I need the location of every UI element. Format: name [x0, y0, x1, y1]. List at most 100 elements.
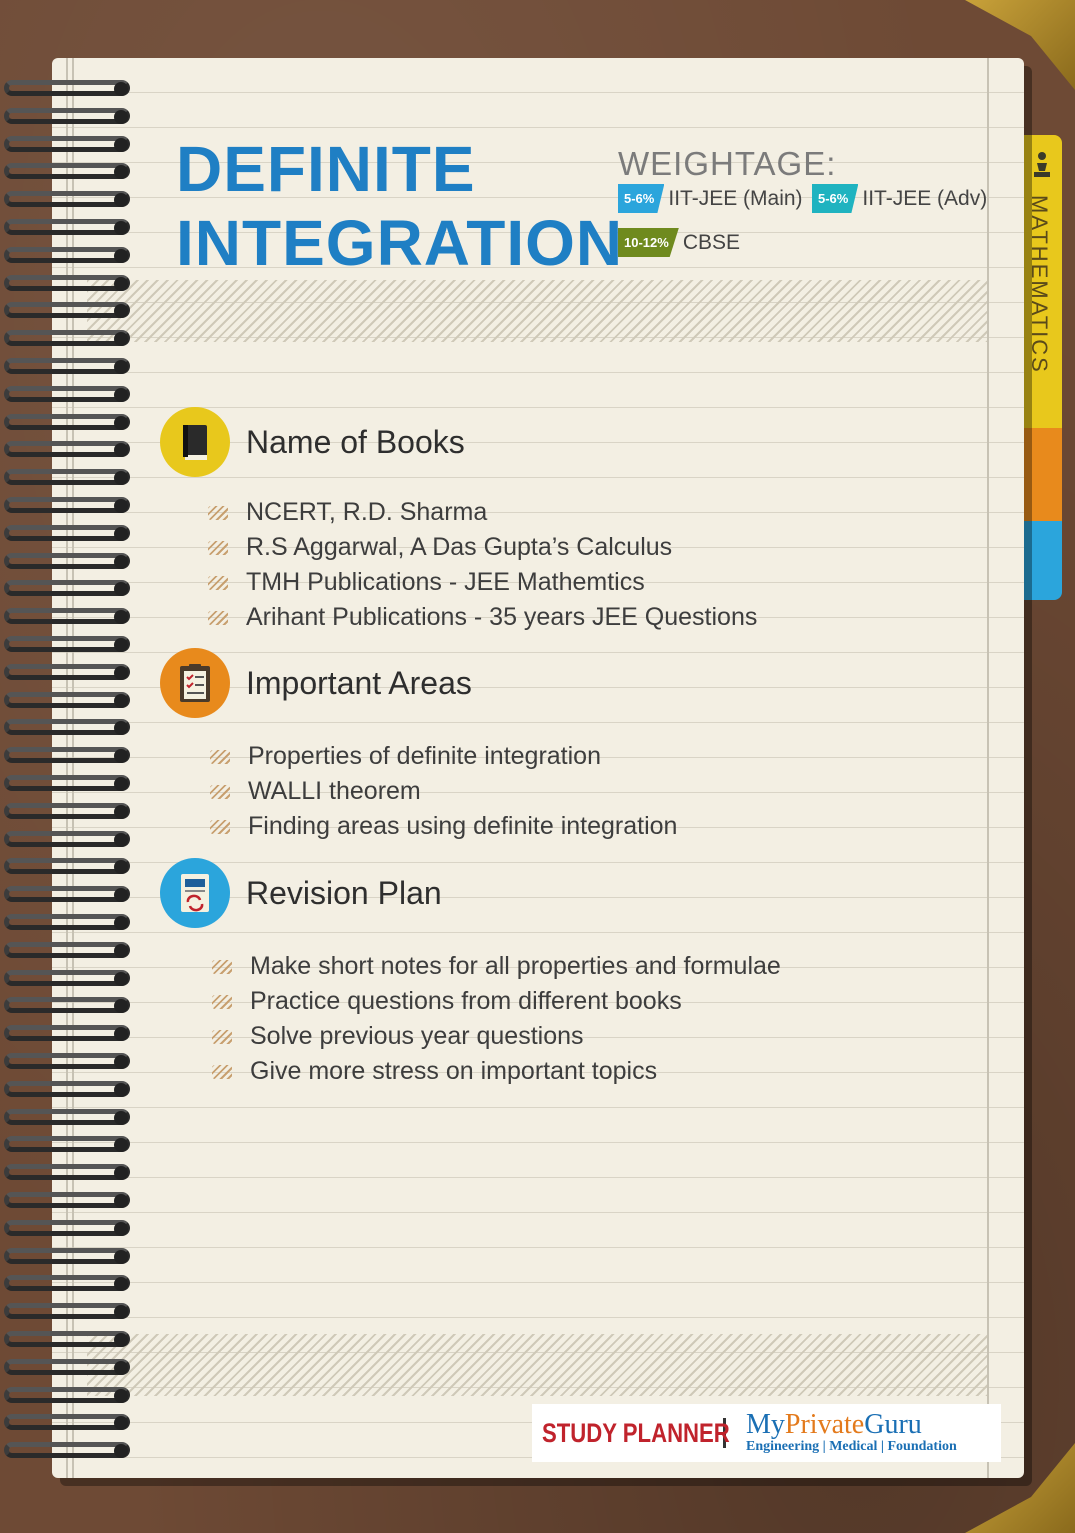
- spiral-ring: [4, 663, 132, 684]
- spiral-ring: [4, 274, 132, 295]
- areas-list: Properties of definite integration WALLI…: [210, 739, 677, 844]
- spiral-ring: [4, 302, 132, 322]
- margin-line: [987, 58, 989, 1478]
- spiral-ring: [4, 469, 132, 489]
- section-heading: Important Areas: [246, 664, 472, 701]
- bullet-icon: [212, 1029, 232, 1044]
- title-line-1: DEFINITE: [176, 133, 476, 205]
- spiral-ring: [4, 1275, 132, 1295]
- brand-logo[interactable]: MyPrivateGuru Engineering | Medical | Fo…: [746, 1411, 957, 1455]
- spiral-ring: [4, 886, 132, 906]
- spiral-ring: [4, 580, 132, 600]
- footer-separator: [723, 1418, 726, 1448]
- spiral-ring: [4, 246, 132, 267]
- spiral-ring: [4, 1386, 132, 1407]
- spiral-ring: [4, 941, 132, 962]
- list-item: NCERT, R.D. Sharma: [208, 495, 757, 530]
- spiral-ring: [4, 330, 132, 350]
- spiral-ring: [4, 858, 132, 878]
- spiral-ring: [4, 691, 132, 712]
- book-icon: [160, 407, 230, 477]
- spiral-ring: [4, 107, 132, 128]
- list-item: Arihant Publications - 35 years JEE Ques…: [208, 600, 757, 635]
- list-item: Solve previous year questions: [212, 1019, 781, 1054]
- section-important-areas: Important Areas: [160, 648, 472, 718]
- spiral-ring: [4, 441, 132, 461]
- weightage-chip: 5-6% IIT-JEE (Adv): [812, 184, 987, 213]
- title-line-2: INTEGRATION: [176, 207, 624, 279]
- spiral-ring: [4, 413, 132, 434]
- subject-tab-label: MATHEMATICS: [1027, 195, 1052, 374]
- list-item: R.S Aggarwal, A Das Gupta’s Calculus: [208, 530, 757, 565]
- spiral-ring: [4, 830, 132, 851]
- bullet-icon: [210, 784, 230, 799]
- revision-list: Make short notes for all properties and …: [212, 949, 781, 1089]
- spiral-ring: [4, 747, 132, 767]
- chess-pawn-icon: [1034, 152, 1050, 177]
- spiral-ring: [4, 135, 132, 156]
- weightage-text: IIT-JEE (Adv): [862, 186, 988, 210]
- spiral-binding: [0, 70, 135, 1470]
- bullet-icon: [208, 505, 228, 520]
- spiral-ring: [4, 914, 132, 934]
- notebook-page: [52, 58, 1024, 1478]
- spiral-ring: [4, 1025, 132, 1045]
- revision-doc-icon: [160, 858, 230, 928]
- list-item: WALLI theorem: [210, 774, 677, 809]
- bullet-icon: [212, 994, 232, 1009]
- bullet-icon: [208, 610, 228, 625]
- spiral-ring: [4, 1192, 132, 1212]
- page-title: DEFINITE INTEGRATION: [176, 132, 623, 280]
- bullet-icon: [208, 540, 228, 555]
- spiral-ring: [4, 80, 132, 100]
- brand-name: MyPrivateGuru: [746, 1409, 922, 1440]
- spiral-ring: [4, 358, 132, 378]
- spiral-ring: [4, 385, 132, 406]
- spiral-ring: [4, 1053, 132, 1073]
- hatched-band-top: [87, 280, 987, 342]
- bullet-icon: [210, 819, 230, 834]
- footer-branding: STUDY PLANNER MyPrivateGuru Engineering …: [532, 1404, 1001, 1462]
- bullet-icon: [210, 749, 230, 764]
- spiral-ring: [4, 997, 132, 1017]
- weightage-label: WEIGHTAGE:: [618, 145, 837, 182]
- section-revision-plan: Revision Plan: [160, 858, 442, 928]
- spiral-ring: [4, 608, 132, 628]
- spiral-ring: [4, 219, 132, 239]
- weightage-tag: 5-6%: [812, 184, 859, 213]
- hatched-band-bottom: [87, 1334, 987, 1396]
- weightage-chip: 10-12% CBSE: [618, 228, 740, 257]
- spiral-ring: [4, 719, 132, 739]
- spiral-ring: [4, 191, 132, 211]
- spiral-ring: [4, 163, 132, 183]
- bullet-icon: [212, 1064, 232, 1079]
- weightage-tag: 5-6%: [618, 184, 665, 213]
- spiral-ring: [4, 1219, 132, 1240]
- spiral-ring: [4, 802, 132, 823]
- spiral-ring: [4, 1358, 132, 1379]
- list-item: Make short notes for all properties and …: [212, 949, 781, 984]
- list-item: TMH Publications - JEE Mathemtics: [208, 565, 757, 600]
- list-item: Give more stress on important topics: [212, 1054, 781, 1089]
- margin-line: [72, 58, 74, 1478]
- spiral-ring: [4, 1164, 132, 1184]
- spiral-ring: [4, 1080, 132, 1101]
- spiral-ring: [4, 636, 132, 656]
- spiral-ring: [4, 1331, 132, 1351]
- section-heading: Revision Plan: [246, 874, 442, 911]
- books-list: NCERT, R.D. Sharma R.S Aggarwal, A Das G…: [208, 495, 757, 635]
- spiral-ring: [4, 552, 132, 573]
- subject-tab[interactable]: MATHEMATICS: [1022, 135, 1062, 600]
- spiral-ring: [4, 775, 132, 795]
- weightage-text: IIT-JEE (Main): [668, 186, 803, 210]
- spiral-ring: [4, 497, 132, 517]
- spiral-ring: [4, 1442, 132, 1462]
- study-planner-label: STUDY PLANNER: [542, 1417, 730, 1448]
- spiral-ring: [4, 1108, 132, 1129]
- spiral-ring: [4, 1136, 132, 1156]
- spiral-ring: [4, 524, 132, 545]
- list-item: Finding areas using definite integration: [210, 809, 677, 844]
- weightage-text: CBSE: [682, 230, 740, 254]
- bullet-icon: [208, 575, 228, 590]
- list-item: Practice questions from different books: [212, 984, 781, 1019]
